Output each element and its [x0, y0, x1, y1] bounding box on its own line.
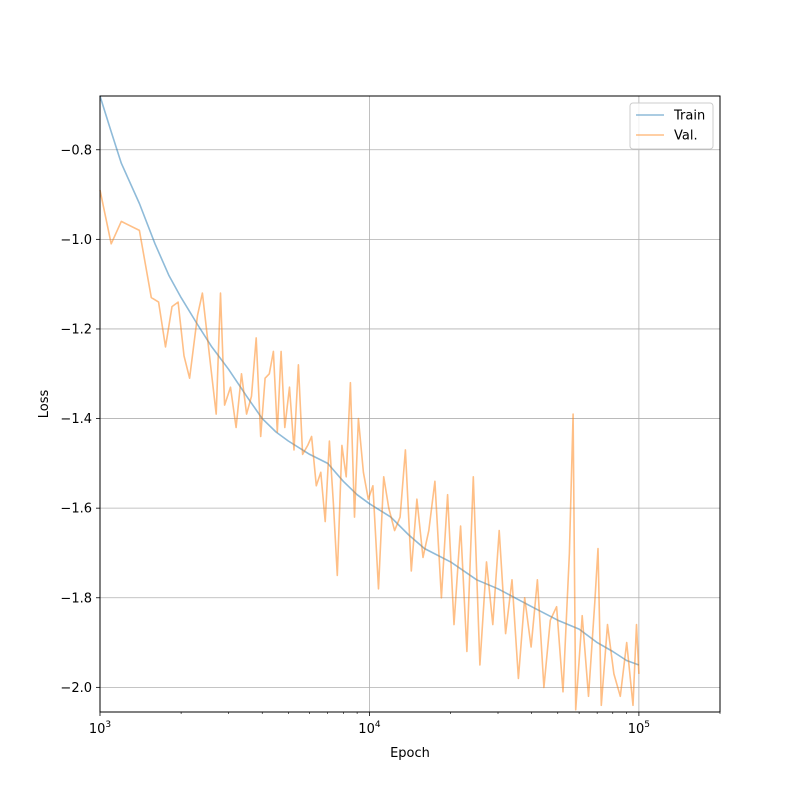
y-axis-label: Loss	[37, 390, 52, 419]
plot-frame	[99, 95, 721, 713]
y-tick-label: −1.8	[60, 591, 92, 606]
series-lines	[99, 95, 640, 711]
y-tick-label: −1.4	[60, 412, 92, 427]
x-tick-exponent: 3	[105, 720, 111, 730]
plot-background	[100, 96, 720, 712]
series-line-val	[99, 189, 640, 711]
x-tick-exponent: 5	[644, 720, 650, 730]
x-axis-label: Epoch	[390, 746, 430, 761]
y-tick-label: −1.0	[60, 233, 92, 248]
legend-label: Val.	[674, 129, 698, 144]
y-tick-label: −1.6	[60, 502, 92, 517]
y-tick-label: −2.0	[60, 681, 92, 696]
grid-lines	[99, 96, 720, 712]
legend: Train Val.	[629, 102, 714, 150]
x-tick-label: 104	[358, 720, 381, 737]
y-tick-label: −1.2	[60, 322, 92, 337]
x-tick-exponent: 4	[375, 720, 381, 730]
x-tick-label: 105	[628, 720, 650, 737]
series-line-train	[99, 95, 640, 666]
x-tick-label: 103	[89, 720, 111, 737]
legend-label: Train	[673, 109, 705, 124]
y-tick-label: −0.8	[60, 143, 92, 158]
